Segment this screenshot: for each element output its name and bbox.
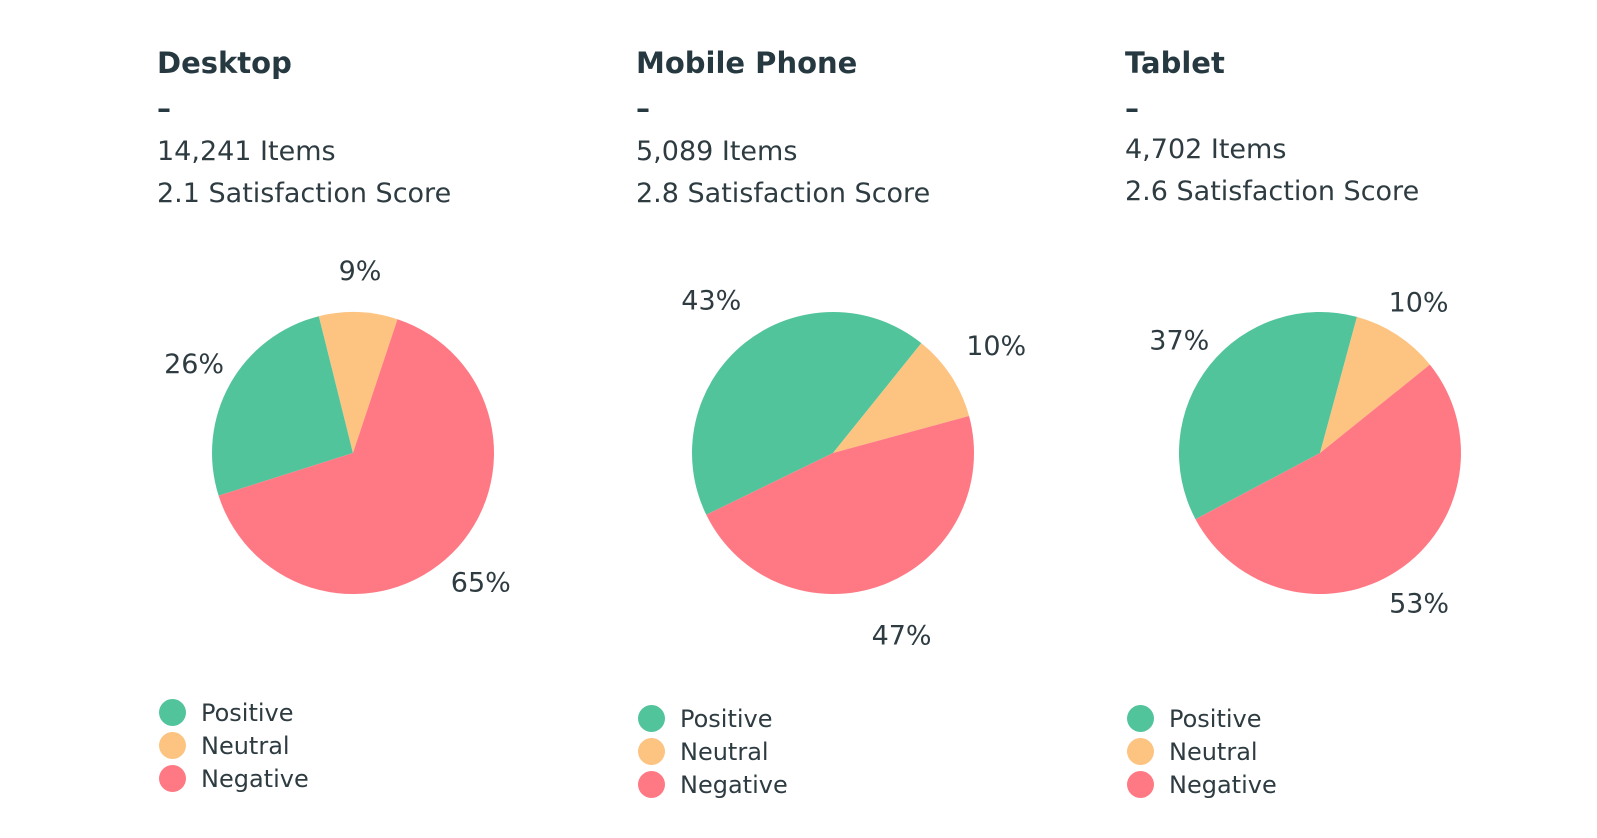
- pie-chart: 37% 10% 53%: [1149, 287, 1461, 619]
- legend-label-neutral: Neutral: [1169, 737, 1258, 766]
- chart-title: Desktop: [157, 46, 292, 80]
- items-count: 4,702 Items: [1125, 134, 1287, 165]
- satisfaction-score: 2.1 Satisfaction Score: [157, 178, 452, 209]
- chart-title: Tablet: [1125, 46, 1225, 80]
- legend-swatch-neutral: [159, 732, 186, 759]
- legend-swatch-negative: [1127, 771, 1154, 798]
- satisfaction-score: 2.6 Satisfaction Score: [1125, 176, 1420, 207]
- satisfaction-score: 2.8 Satisfaction Score: [636, 178, 931, 209]
- pie-chart: 26% 9% 65%: [164, 256, 511, 599]
- legend-item-positive: Positive: [638, 702, 788, 735]
- slice-label-positive: 37%: [1149, 326, 1209, 357]
- legend-label-negative: Negative: [680, 770, 788, 799]
- legend-swatch-positive: [638, 705, 665, 732]
- items-count: 14,241 Items: [157, 136, 336, 167]
- title-separator: –: [157, 92, 171, 125]
- chart-panel-tablet: Tablet – 4,702 Items 2.6 Satisfaction Sc…: [1125, 0, 1597, 838]
- legend-label-negative: Negative: [1169, 770, 1277, 799]
- slice-label-neutral: 10%: [966, 331, 1026, 362]
- pie-slice-positive: [691, 311, 922, 515]
- legend-item-neutral: Neutral: [638, 735, 788, 768]
- pie-slice-neutral: [318, 312, 398, 453]
- legend: Positive Neutral Negative: [638, 702, 788, 801]
- title-separator: –: [1125, 92, 1139, 125]
- pie-slice-neutral: [1320, 316, 1430, 453]
- legend-swatch-neutral: [638, 738, 665, 765]
- slice-label-positive: 43%: [681, 286, 741, 317]
- title-separator: –: [636, 92, 650, 125]
- legend-item-negative: Negative: [159, 762, 309, 795]
- legend-label-positive: Positive: [1169, 704, 1262, 733]
- pie-slice-neutral: [833, 343, 970, 453]
- pie-slice-positive: [1178, 311, 1357, 520]
- slice-label-negative: 53%: [1389, 588, 1449, 619]
- slice-label-neutral: 9%: [339, 256, 382, 287]
- pie-slice-negative: [1195, 364, 1461, 594]
- items-count: 5,089 Items: [636, 136, 798, 167]
- slice-label-positive: 26%: [164, 349, 224, 380]
- slice-label-negative: 65%: [451, 568, 511, 599]
- legend-swatch-positive: [159, 699, 186, 726]
- legend-item-negative: Negative: [1127, 768, 1277, 801]
- legend-label-neutral: Neutral: [201, 731, 290, 760]
- legend: Positive Neutral Negative: [159, 696, 309, 795]
- slice-label-neutral: 10%: [1389, 287, 1449, 318]
- legend-swatch-neutral: [1127, 738, 1154, 765]
- legend-item-positive: Positive: [159, 696, 309, 729]
- legend-label-positive: Positive: [680, 704, 773, 733]
- slice-label-negative: 47%: [872, 621, 932, 652]
- chart-panel-desktop: Desktop – 14,241 Items 2.1 Satisfaction …: [157, 0, 637, 838]
- pie-chart: 43% 10% 47%: [681, 286, 1026, 652]
- legend-item-negative: Negative: [638, 768, 788, 801]
- legend-item-neutral: Neutral: [1127, 735, 1277, 768]
- pie-slice-positive: [212, 316, 353, 496]
- legend-label-neutral: Neutral: [680, 737, 769, 766]
- legend-label-negative: Negative: [201, 764, 309, 793]
- legend-item-positive: Positive: [1127, 702, 1277, 735]
- legend-swatch-negative: [638, 771, 665, 798]
- legend-swatch-positive: [1127, 705, 1154, 732]
- legend-item-neutral: Neutral: [159, 729, 309, 762]
- legend: Positive Neutral Negative: [1127, 702, 1277, 801]
- pie-slice-negative: [706, 416, 975, 595]
- chart-title: Mobile Phone: [636, 46, 858, 80]
- legend-swatch-negative: [159, 765, 186, 792]
- legend-label-positive: Positive: [201, 698, 294, 727]
- chart-panel-mobile-phone: Mobile Phone – 5,089 Items 2.8 Satisfact…: [636, 0, 1116, 838]
- pie-slice-negative: [218, 319, 495, 595]
